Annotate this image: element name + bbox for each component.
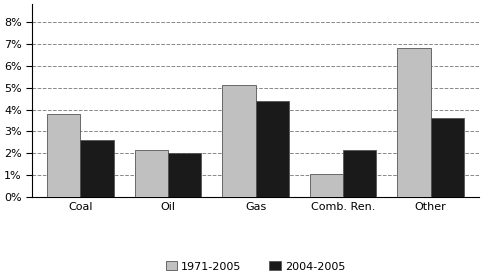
Bar [47,114,81,197]
Bar [222,85,256,197]
Bar [398,48,431,197]
Bar [168,153,201,197]
Legend: 1971-2005, 2004-2005: 1971-2005, 2004-2005 [161,257,350,274]
Bar [135,150,168,197]
Bar [343,150,376,197]
Bar [431,118,464,197]
Bar [310,174,343,197]
Bar [256,101,289,197]
Bar [81,140,114,197]
